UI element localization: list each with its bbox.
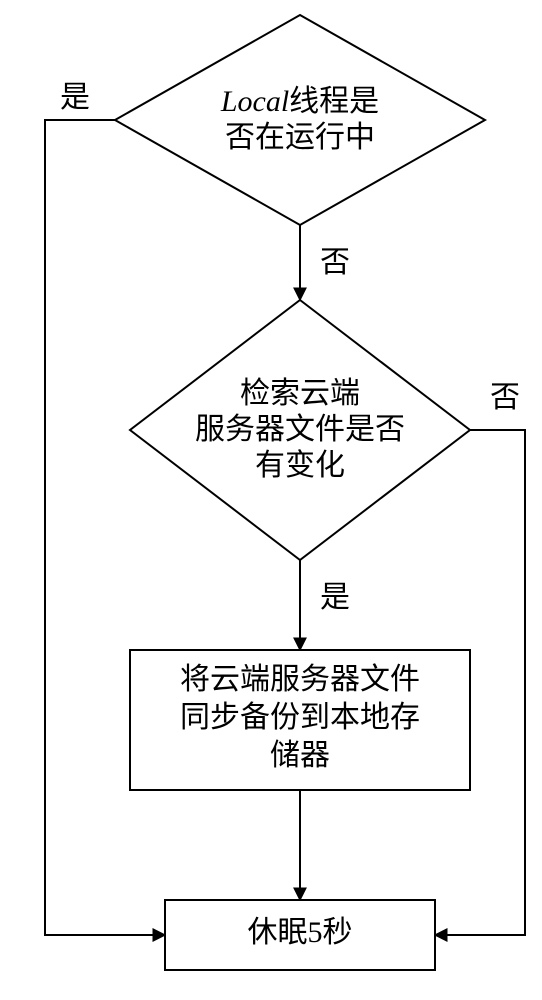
edge-label: 是 [60, 81, 90, 114]
node-text: 检索云端 [240, 377, 360, 410]
node-text: 有变化 [255, 449, 345, 482]
flow-edge [45, 120, 165, 935]
node-text: 储器 [270, 739, 330, 772]
edge-label: 否 [320, 246, 350, 279]
edge-label: 否 [490, 381, 520, 414]
node-text: 休眠5秒 [248, 916, 353, 949]
node-text: 否在运行中 [225, 121, 375, 154]
node-text: 服务器文件是否 [195, 413, 405, 446]
node-text: 将云端服务器文件 [180, 663, 420, 696]
node-text: Local线程是 [220, 85, 379, 118]
node-text: 同步备份到本地存 [180, 701, 420, 734]
edge-label: 是 [320, 581, 350, 614]
